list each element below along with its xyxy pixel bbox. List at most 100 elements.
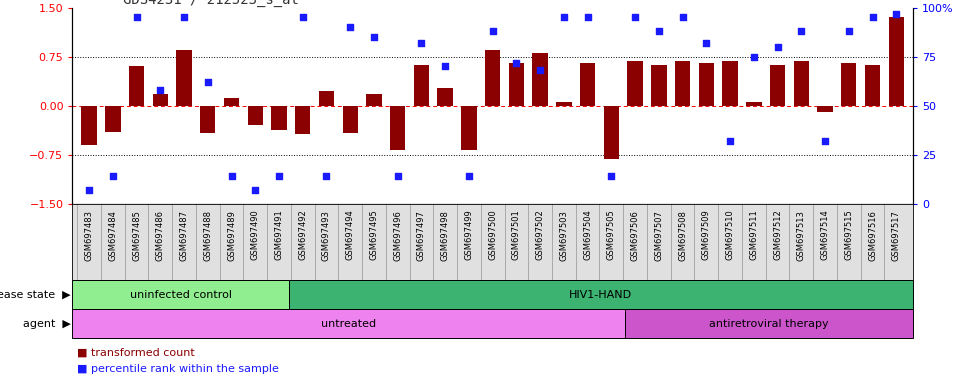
Bar: [200, 106, 215, 133]
Bar: [485, 50, 500, 106]
Bar: [889, 18, 904, 106]
Text: agent  ▶: agent ▶: [22, 318, 71, 329]
Point: [343, 24, 358, 30]
Point: [105, 173, 121, 179]
Text: GSM697498: GSM697498: [440, 210, 450, 260]
Text: GSM697500: GSM697500: [488, 210, 497, 260]
Text: uninfected control: uninfected control: [129, 290, 232, 300]
Bar: [366, 94, 382, 106]
Text: GSM697483: GSM697483: [85, 210, 94, 261]
Text: GSM697496: GSM697496: [393, 210, 402, 260]
Text: GSM697492: GSM697492: [298, 210, 307, 260]
Point: [153, 87, 168, 93]
Point: [651, 28, 667, 34]
Point: [461, 173, 476, 179]
Point: [509, 60, 525, 66]
Text: GSM697514: GSM697514: [820, 210, 830, 260]
Point: [271, 173, 287, 179]
Text: GSM697488: GSM697488: [203, 210, 213, 261]
Bar: [413, 65, 429, 106]
Text: GDS4231 / 212523_s_at: GDS4231 / 212523_s_at: [123, 0, 298, 7]
Text: GSM697486: GSM697486: [156, 210, 165, 261]
Point: [319, 173, 334, 179]
Bar: [461, 106, 476, 150]
Bar: [72, 280, 289, 309]
Bar: [177, 50, 191, 106]
Bar: [627, 61, 642, 106]
Point: [865, 15, 880, 21]
Bar: [343, 106, 358, 133]
Bar: [746, 103, 761, 106]
Text: GSM697494: GSM697494: [346, 210, 355, 260]
Bar: [675, 61, 691, 106]
Point: [746, 54, 761, 60]
Bar: [841, 63, 857, 106]
Text: GSM697499: GSM697499: [465, 210, 473, 260]
Text: GSM697509: GSM697509: [702, 210, 711, 260]
Point: [698, 40, 714, 46]
Point: [200, 79, 215, 85]
Point: [841, 28, 857, 34]
Point: [485, 28, 500, 34]
Text: disease state  ▶: disease state ▶: [0, 290, 71, 300]
Bar: [556, 103, 572, 106]
Point: [177, 15, 192, 21]
Bar: [817, 106, 833, 112]
Text: GSM697517: GSM697517: [892, 210, 900, 260]
Text: antiretroviral therapy: antiretroviral therapy: [709, 318, 829, 329]
Bar: [390, 106, 406, 150]
Point: [723, 138, 738, 144]
Point: [224, 173, 240, 179]
Bar: [438, 88, 453, 106]
Text: GSM697505: GSM697505: [607, 210, 616, 260]
Text: GSM697487: GSM697487: [180, 210, 188, 261]
Point: [556, 15, 572, 21]
Bar: [625, 309, 913, 338]
Text: GSM697491: GSM697491: [274, 210, 283, 260]
Bar: [865, 65, 880, 106]
Text: GSM697490: GSM697490: [251, 210, 260, 260]
Bar: [289, 280, 913, 309]
Bar: [651, 65, 667, 106]
Bar: [105, 106, 121, 132]
Bar: [128, 66, 144, 106]
Point: [81, 187, 97, 193]
Text: GSM697508: GSM697508: [678, 210, 687, 260]
Text: GSM697512: GSM697512: [773, 210, 782, 260]
Bar: [247, 106, 263, 125]
Bar: [295, 106, 310, 134]
Bar: [224, 98, 240, 106]
Point: [627, 15, 642, 21]
Text: GSM697495: GSM697495: [369, 210, 379, 260]
Bar: [72, 309, 625, 338]
Point: [675, 15, 691, 21]
Point: [295, 15, 310, 21]
Point: [889, 10, 904, 17]
Text: ■ transformed count: ■ transformed count: [77, 348, 195, 358]
Point: [438, 63, 453, 70]
Bar: [698, 63, 714, 106]
Bar: [604, 106, 619, 159]
Text: GSM697493: GSM697493: [322, 210, 331, 260]
Text: GSM697507: GSM697507: [654, 210, 664, 260]
Bar: [509, 63, 525, 106]
Text: GSM697516: GSM697516: [868, 210, 877, 260]
Text: GSM697511: GSM697511: [750, 210, 758, 260]
Text: GSM697501: GSM697501: [512, 210, 521, 260]
Text: GSM697485: GSM697485: [132, 210, 141, 260]
Point: [770, 44, 785, 50]
Point: [128, 15, 144, 21]
Point: [580, 15, 595, 21]
Point: [366, 34, 382, 40]
Text: ■ percentile rank within the sample: ■ percentile rank within the sample: [77, 364, 279, 374]
Point: [817, 138, 833, 144]
Bar: [580, 63, 595, 106]
Text: GSM697502: GSM697502: [535, 210, 545, 260]
Text: GSM697484: GSM697484: [108, 210, 117, 260]
Point: [247, 187, 263, 193]
Point: [413, 40, 429, 46]
Bar: [271, 106, 287, 131]
Bar: [81, 106, 97, 145]
Text: GSM697497: GSM697497: [417, 210, 426, 260]
Text: HIV1-HAND: HIV1-HAND: [569, 290, 633, 300]
